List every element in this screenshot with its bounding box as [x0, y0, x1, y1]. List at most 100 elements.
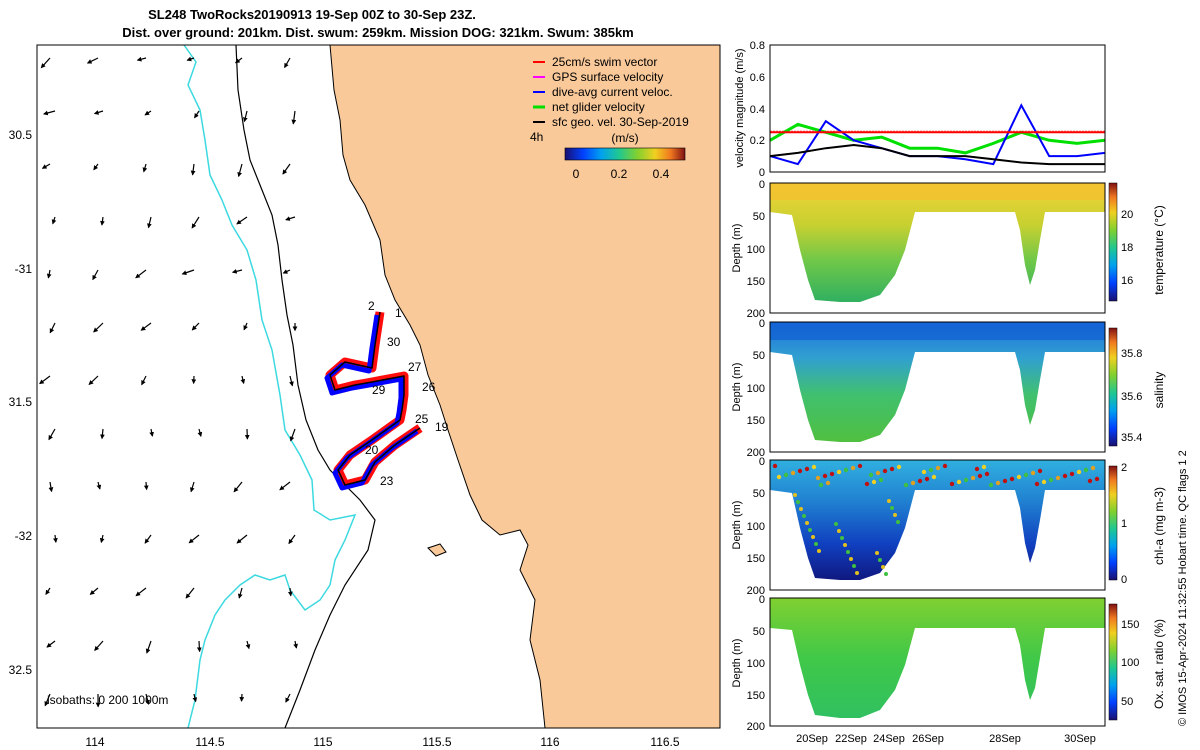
- chla-dot: [1023, 472, 1029, 478]
- velocity-vector: [237, 587, 243, 599]
- chla-dot: [924, 476, 930, 482]
- xtick: 24Sep: [873, 733, 905, 745]
- day-label: 23: [380, 474, 394, 488]
- velocity-vector: [287, 587, 293, 597]
- salinity-ylabel: Depth (m): [731, 363, 743, 412]
- day-label: 20: [365, 443, 379, 457]
- chla-dot: [949, 481, 955, 487]
- chla-dot: [1055, 475, 1061, 481]
- ytick: 0: [759, 318, 765, 330]
- velocity-vector: [93, 322, 104, 333]
- time-xticks: 20Sep 22Sep 24Sep 26Sep 28Sep 30Sep: [796, 733, 1096, 745]
- velocity-vector: [46, 269, 52, 279]
- chla-dot: [1009, 476, 1015, 482]
- ytick: 50: [753, 350, 765, 362]
- chla-dot: [1048, 477, 1054, 483]
- surface-velocity-vectors: [39, 56, 298, 708]
- velocity-vector: [288, 534, 296, 545]
- temperature-panel: 0 50 100 150 200 Depth (m) 16 18 20 temp…: [731, 179, 1166, 320]
- track-day-labels: 2 1 30 27 26 25 19 20 23 29: [365, 299, 449, 488]
- chla-dot: [814, 542, 818, 546]
- temperature-field: [770, 183, 1105, 302]
- velocity-vector: [145, 693, 150, 705]
- chla-dot: [875, 470, 881, 476]
- salinity-panel: 0 50 100 150 200 Depth (m) 35.4 35.6 35.…: [731, 318, 1166, 459]
- chla-dots: [772, 463, 1100, 576]
- chla-dot: [1034, 481, 1040, 487]
- ctick: 2: [1121, 462, 1127, 474]
- chla-dot: [783, 472, 789, 478]
- ctick: 35.4: [1121, 432, 1142, 444]
- isobaths-label: isobaths: 0 200 1000m: [47, 693, 168, 707]
- chla-dot: [799, 507, 803, 511]
- xtick: 30Sep: [1064, 733, 1096, 745]
- velocity-yticks: 0 0.2 0.4 0.6 0.8: [750, 40, 765, 179]
- velocity-vector: [147, 216, 152, 229]
- ytick: 200: [747, 308, 765, 320]
- chla-dot: [981, 464, 987, 470]
- oxygen-panel: 0 50 100 150 200 Depth (m) 50 100 150 Ox…: [731, 594, 1166, 745]
- colorbar-tick: 0: [573, 167, 580, 181]
- velocity-vector: [243, 110, 248, 123]
- velocity-vector: [186, 56, 195, 62]
- xtick: 20Sep: [796, 733, 828, 745]
- colorbar-tick: 0.4: [653, 167, 670, 181]
- chla-dot: [889, 466, 895, 472]
- velocity-vector: [46, 640, 56, 648]
- velocity-vector: [96, 481, 102, 490]
- chla-dot: [825, 480, 831, 486]
- chla-dot: [849, 557, 853, 561]
- chla-dot: [1069, 471, 1075, 477]
- velocity-vector: [239, 693, 245, 702]
- salinity-clabel: salinity: [1152, 372, 1166, 409]
- colorbar-tick: 0.2: [611, 167, 628, 181]
- velocity-vector: [142, 163, 148, 173]
- ytick: 100: [747, 383, 765, 395]
- xtick: 22Sep: [835, 733, 867, 745]
- chla-dot: [984, 471, 990, 477]
- salinity-colorbar: [1108, 327, 1118, 447]
- velocity-vector: [291, 110, 297, 125]
- velocity-vector: [53, 534, 58, 543]
- day-label: 26: [422, 380, 436, 394]
- map-legend: 25cm/s swim vector GPS surface velocity …: [530, 55, 689, 144]
- chla-dot: [817, 549, 821, 553]
- ytick: 0: [759, 594, 765, 606]
- ytick: 0: [759, 167, 765, 179]
- credit-text: © IMOS 15-Apr-2024 11:32:55 Hobart time.…: [1177, 450, 1189, 726]
- ytick: 50: [753, 626, 765, 638]
- chla-dot: [896, 520, 900, 524]
- velocity-vector: [189, 481, 195, 493]
- oxygen-ylabel: Depth (m): [731, 639, 743, 688]
- velocity-panel: 0 0.2 0.4 0.6 0.8 velocity magnitude (m/…: [734, 40, 1106, 179]
- velocity-vector: [40, 57, 51, 69]
- chla-colorbar: [1108, 465, 1118, 581]
- velocity-vector: [236, 216, 248, 225]
- velocity-vector: [285, 693, 291, 703]
- chla-dot: [857, 463, 863, 469]
- ytick: 0.8: [750, 40, 765, 52]
- velocity-vector: [197, 428, 203, 437]
- chla-dot: [1087, 478, 1093, 484]
- temperature-cticks: 16 18 20: [1121, 209, 1133, 287]
- oxygen-field: [770, 598, 1105, 718]
- chla-dot: [834, 522, 838, 526]
- chla-dot: [887, 499, 891, 503]
- velocity-vector: [192, 693, 198, 703]
- chla-dot: [1076, 469, 1082, 475]
- ytick: 150: [747, 276, 765, 288]
- temperature-colorbar: [1108, 182, 1118, 302]
- chla-dot: [802, 514, 806, 518]
- xtick: 28Sep: [989, 733, 1021, 745]
- ctick: 20: [1121, 209, 1133, 221]
- velocity-vector: [185, 587, 195, 599]
- chla-dot: [917, 478, 923, 484]
- chla-dot: [1090, 465, 1096, 471]
- ctick: 35.6: [1121, 391, 1142, 403]
- chla-dot: [1030, 470, 1036, 476]
- legend-item: dive-avg current veloc.: [552, 85, 673, 99]
- chla-dot: [1037, 468, 1043, 474]
- velocity-vector: [188, 534, 200, 544]
- velocity-vector: [144, 110, 152, 116]
